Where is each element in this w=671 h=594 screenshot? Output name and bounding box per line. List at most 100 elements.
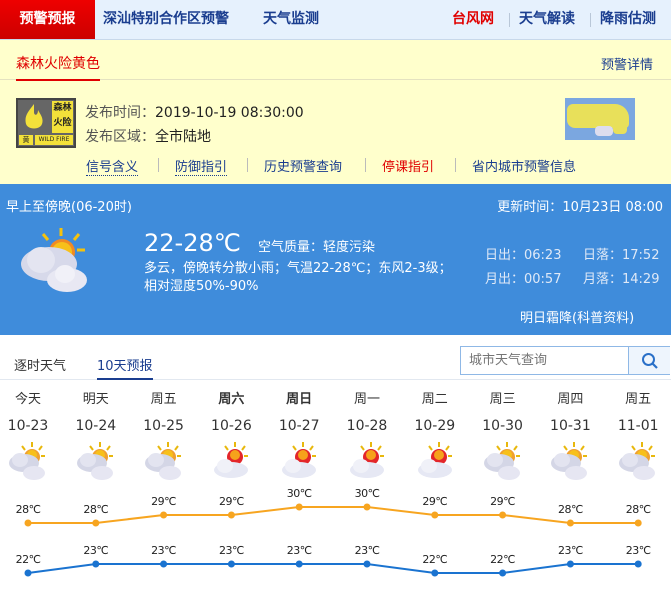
forecast-day: 周一 10-28 <box>333 385 401 481</box>
forecast-day: 周五 10-25 <box>130 385 198 481</box>
nav-typhoon[interactable]: 台风网 <box>452 11 494 27</box>
badge-text: 火险 <box>53 118 72 128</box>
high-temp-label: 28℃ <box>557 503 583 516</box>
link-class-suspension-guide[interactable]: 停课指引 <box>382 160 435 175</box>
badge-en: WILD FIRE <box>35 135 73 145</box>
issue-time: 2019-10-19 08:30:00 <box>155 105 304 121</box>
low-temp-label: 23℃ <box>557 544 583 557</box>
tab-10-day[interactable]: 10天预报 <box>97 355 153 380</box>
warning-details-link[interactable]: 预警详情 <box>600 58 653 73</box>
weather-description: 多云，傍晚转分散小雨；气温22-28℃；东风2-3级； <box>144 261 452 276</box>
weather-description-block: 多云，傍晚转分散小雨；气温22-28℃；东风2-3级； 相对湿度50%-90% <box>144 260 476 296</box>
warning-tab-forest-fire[interactable]: 森林火险黄色 <box>16 53 100 81</box>
high-temp-point <box>363 503 371 511</box>
day-name: 周日 <box>286 392 313 407</box>
high-temp-point <box>227 511 235 519</box>
link-province-warnings[interactable]: 省内城市预警信息 <box>472 160 577 175</box>
temperature-range: 22-28℃ <box>144 229 241 257</box>
nav-weather-analysis[interactable]: 天气解读 <box>519 11 575 27</box>
forecast-day: 周五 11-01 <box>604 385 671 481</box>
nav-rain-estimate[interactable]: 降雨估测 <box>600 11 656 27</box>
nav-warning-forecast[interactable]: 预警预报 <box>0 0 95 39</box>
cloudy-icon <box>483 442 520 480</box>
low-temp-point <box>363 560 371 568</box>
low-temp-label: 23℃ <box>625 544 651 557</box>
low-temp-label: 23℃ <box>354 544 380 557</box>
day-name: 周二 <box>421 392 448 407</box>
low-temp-point <box>431 569 439 577</box>
forecast-day: 周四 10-31 <box>536 385 604 481</box>
issue-area: 全市陆地 <box>155 129 211 145</box>
issue-area-row: 发布区域：全市陆地 <box>85 126 211 146</box>
forecast-day: 今天 10-23 <box>0 385 62 481</box>
divider <box>158 158 159 172</box>
badge-text: 森林 <box>53 103 72 113</box>
date: 10-31 <box>550 418 591 434</box>
warning-tab-row: 森林火险黄色 预警详情 <box>0 40 671 81</box>
nav-shenshan-warning[interactable]: 深汕特别合作区预警 <box>103 11 229 27</box>
cloudy-sun-icon <box>21 228 87 292</box>
day-name: 周三 <box>489 392 516 407</box>
cloudy-icon <box>144 442 181 480</box>
update-time-row: 更新时间：10月23日 08:00 <box>497 196 663 215</box>
search-button[interactable] <box>628 347 670 374</box>
low-temp-point <box>160 560 168 568</box>
low-temp-label: 23℃ <box>218 544 244 557</box>
update-time: 10月23日 08:00 <box>562 200 663 215</box>
cloudy-icon <box>76 442 113 480</box>
high-temp-label: 30℃ <box>286 487 312 500</box>
high-temp-point <box>295 503 303 511</box>
low-temp-line <box>27 563 639 574</box>
day-name: 今天 <box>14 392 41 407</box>
divider <box>0 379 671 380</box>
date: 10-30 <box>482 418 523 434</box>
forest-fire-yellow-badge-icon: 森林 火险 黄 WILD FIRE <box>16 98 76 148</box>
date: 10-29 <box>414 418 456 434</box>
partly-sunny-icon <box>417 442 452 478</box>
low-temp-point <box>227 560 235 568</box>
low-temp-point <box>92 560 100 568</box>
issue-time-row: 发布时间：2019-10-19 08:30:00 <box>85 102 304 122</box>
low-temp-label: 22℃ <box>490 553 516 566</box>
divider <box>590 13 591 27</box>
forecast-day: 明天 10-24 <box>62 385 130 481</box>
high-temp-label: 29℃ <box>151 495 177 508</box>
sunset: 日落：17:52 <box>583 248 660 263</box>
low-temp-point <box>295 560 303 568</box>
area-label: 发布区域： <box>85 129 155 145</box>
tab-hourly[interactable]: 逐时天气 <box>14 359 67 374</box>
day-name: 周六 <box>218 392 245 407</box>
day-name: 周五 <box>625 392 652 407</box>
solar-term-tip-link[interactable]: 明日霜降(科普资料) <box>520 311 635 326</box>
low-temp-point <box>499 569 507 577</box>
high-temp-point <box>431 511 439 519</box>
partly-sunny-icon <box>214 442 249 478</box>
warning-panel: 森林火险黄色 预警详情 森林 火险 黄 WILD FIRE 发布时间：2019-1… <box>0 40 671 184</box>
date: 10-25 <box>143 418 184 434</box>
high-temp-point <box>24 519 32 527</box>
divider <box>509 13 510 27</box>
link-history-query[interactable]: 历史预警查询 <box>264 160 343 175</box>
low-temp-label: 22℃ <box>422 553 448 566</box>
low-temp-point <box>634 560 642 568</box>
link-defense-guide[interactable]: 防御指引 <box>175 156 228 176</box>
high-temp-point <box>92 519 100 527</box>
moonset: 月落：14:29 <box>583 272 660 287</box>
partly-sunny-icon <box>282 442 317 478</box>
nav-weather-monitor[interactable]: 天气监测 <box>263 11 319 27</box>
city-search-input[interactable] <box>461 347 627 374</box>
link-signal-meaning[interactable]: 信号含义 <box>86 156 139 176</box>
city-search <box>460 346 670 375</box>
air-quality: 空气质量：轻度污染 <box>258 236 375 255</box>
high-temp-point <box>499 511 507 519</box>
cloudy-icon <box>551 442 588 480</box>
date: 10-27 <box>278 418 320 434</box>
day-name: 周四 <box>557 392 584 407</box>
cloudy-icon <box>9 442 45 480</box>
high-temp-label: 28℃ <box>83 503 109 516</box>
warning-map-thumbnail[interactable] <box>565 98 635 140</box>
high-temp-label: 28℃ <box>625 503 651 516</box>
low-temp-point <box>566 560 574 568</box>
low-temp-label: 22℃ <box>15 553 41 566</box>
sunrise: 日出：06:23 <box>485 248 562 263</box>
